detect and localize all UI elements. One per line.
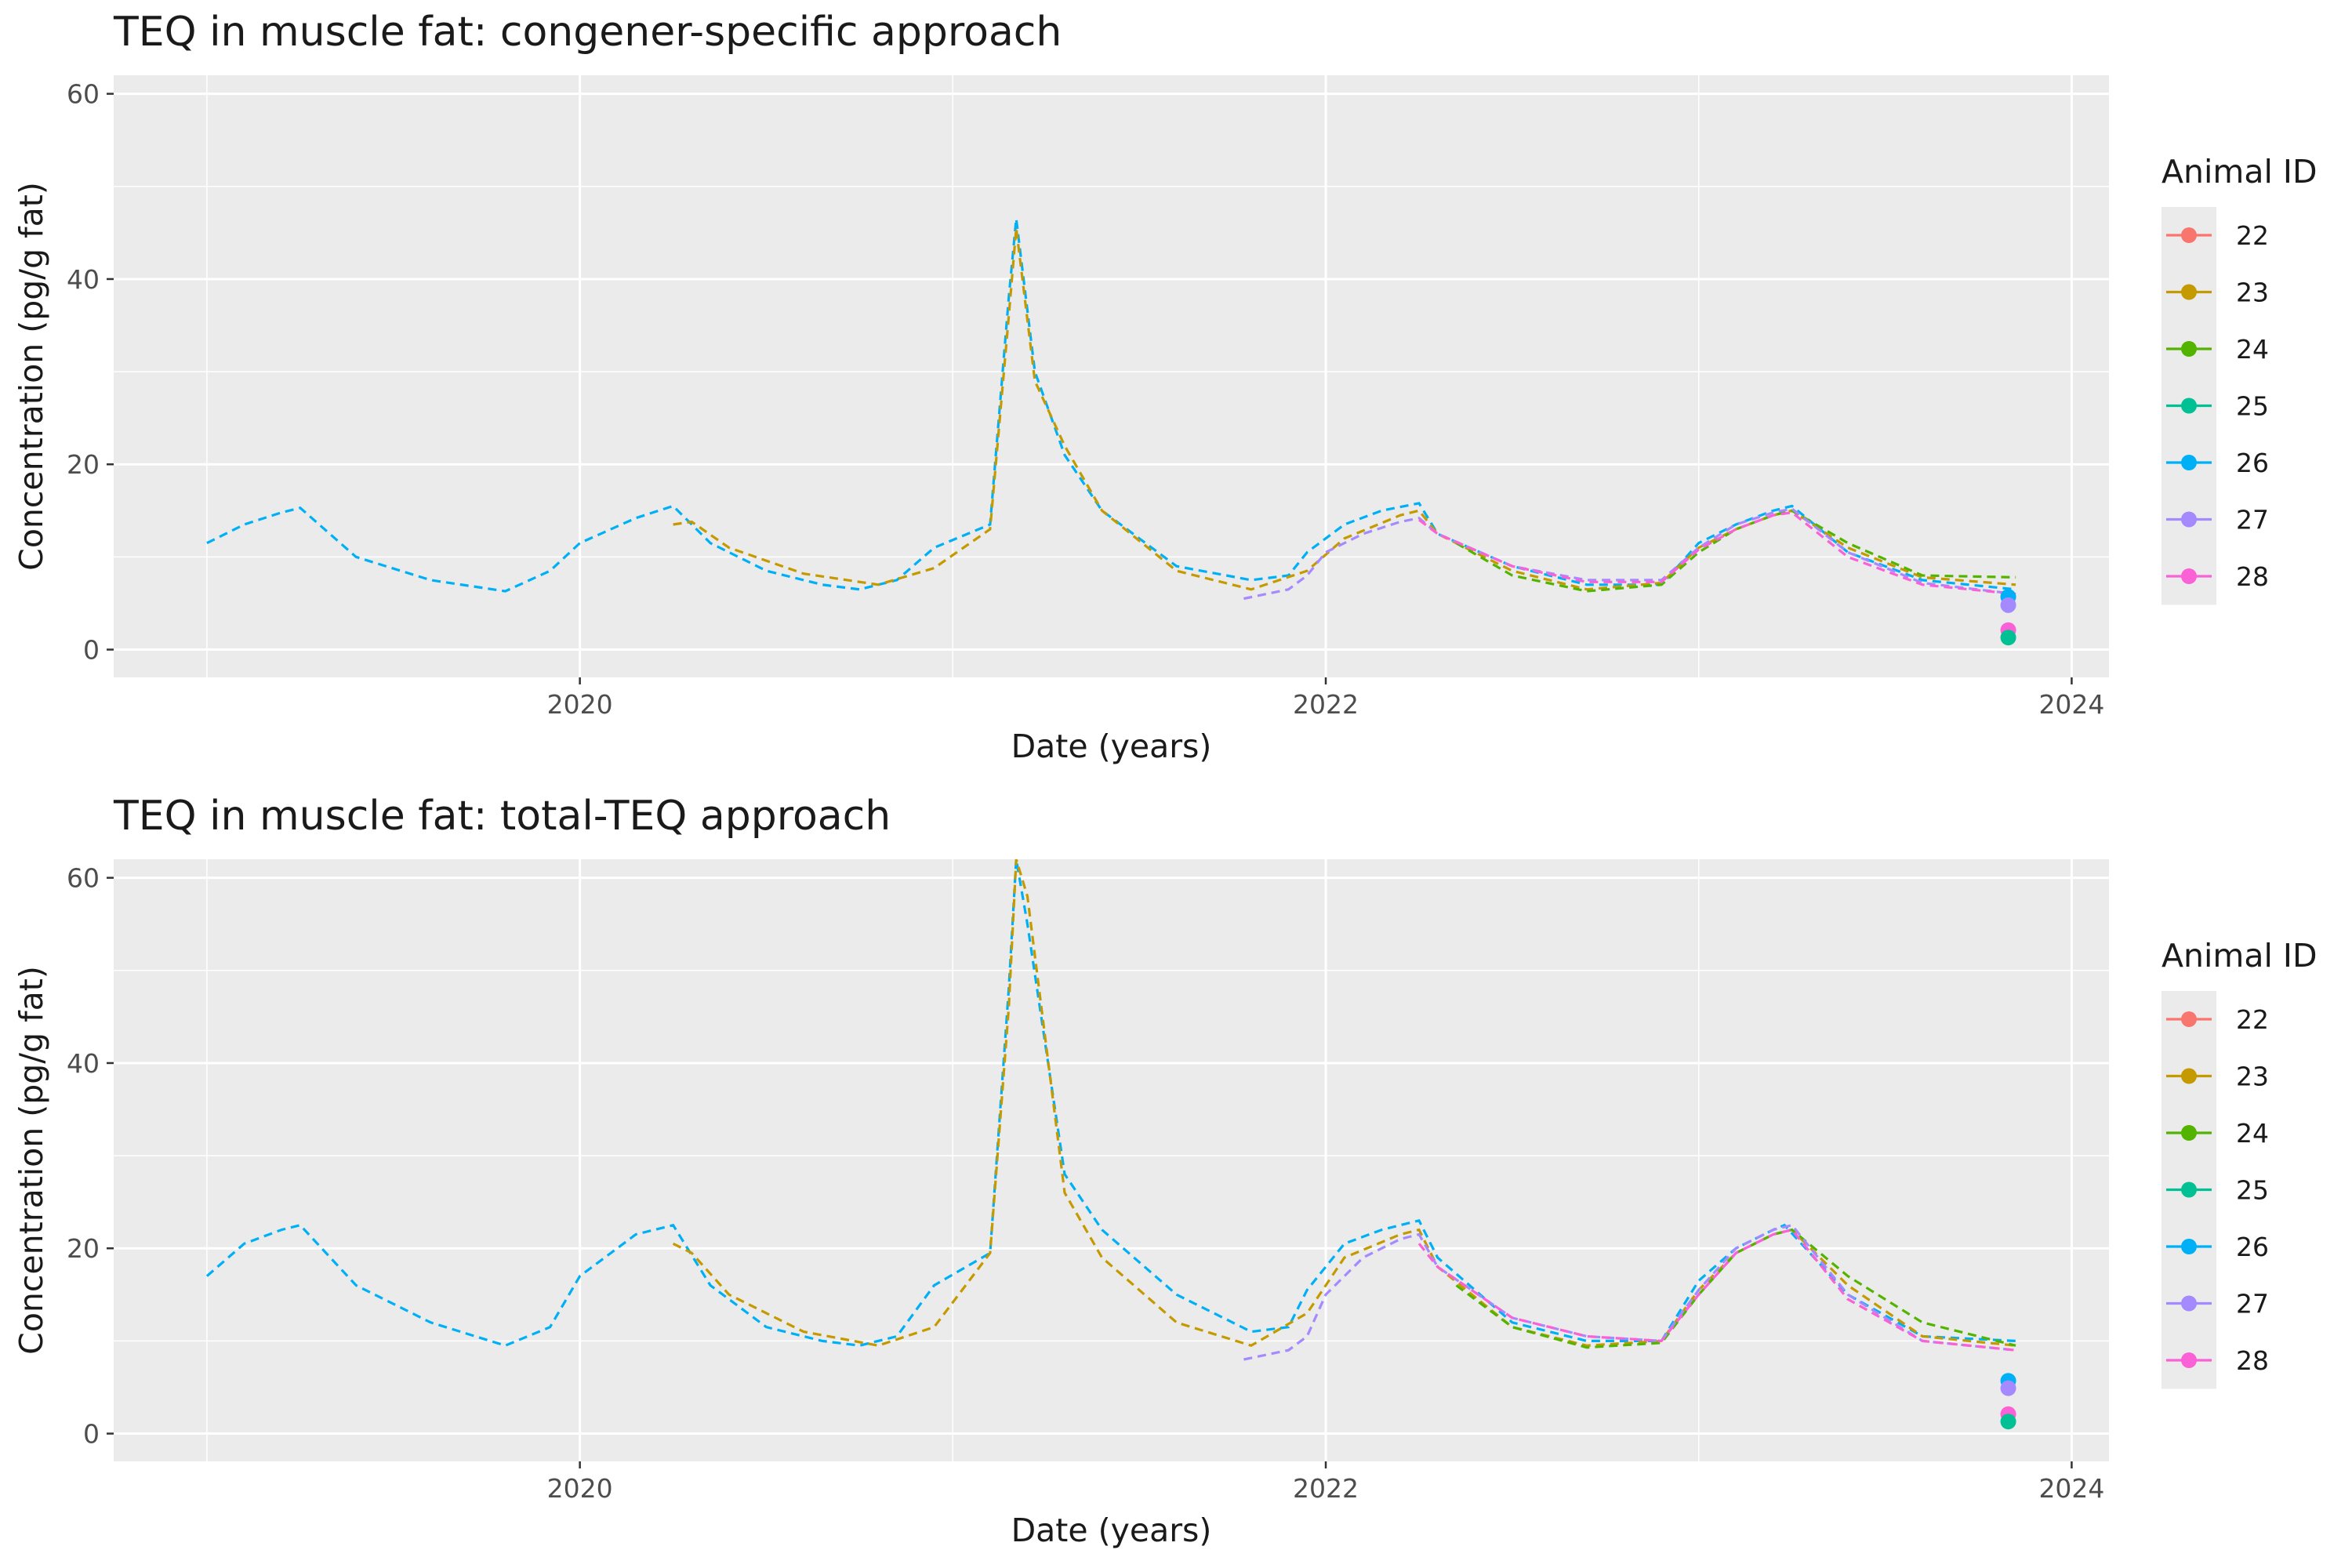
y-tick-label: 0: [83, 635, 100, 666]
legend-key-point: [2181, 227, 2197, 243]
y-axis-title: Concentration (pg/g fat): [13, 182, 50, 571]
y-tick-label: 40: [67, 1048, 100, 1079]
legend-label: 22: [2236, 1004, 2269, 1035]
x-tick-label: 2020: [547, 689, 613, 720]
x-tick-label: 2024: [2038, 689, 2104, 720]
legend-key-point: [2181, 341, 2197, 357]
legend-label: 22: [2236, 220, 2269, 251]
legend-key-point: [2181, 1068, 2197, 1084]
legend-label: 25: [2236, 1175, 2269, 1206]
legend-label: 25: [2236, 391, 2269, 422]
legend-title: Animal ID: [2161, 937, 2318, 975]
x-axis-title: Date (years): [1011, 728, 1212, 765]
legend-title: Animal ID: [2161, 153, 2318, 191]
series-line-27: [1243, 1223, 2016, 1361]
legend-key-point: [2181, 1239, 2197, 1254]
legend-label: 28: [2236, 1345, 2269, 1376]
data-point-27: [2000, 1380, 2016, 1396]
legend-key-point: [2181, 568, 2197, 584]
y-axis-title: Concentration (pg/g fat): [13, 966, 50, 1355]
y-tick-label: 40: [67, 264, 100, 295]
y-tick-label: 20: [67, 449, 100, 480]
series-line-24: [1455, 509, 2016, 593]
legend-key-point: [2181, 1295, 2197, 1312]
legend-label: 24: [2236, 1118, 2269, 1149]
legend-key-point: [2181, 511, 2197, 528]
legend-label: 27: [2236, 1289, 2269, 1319]
legend-key-point: [2181, 1352, 2197, 1368]
data-point-25: [2000, 1414, 2016, 1430]
series-line-28: [1417, 1228, 2016, 1352]
legend: Animal ID 22 23 24 25 26 27 28: [2161, 937, 2318, 1389]
legend-key-point: [2181, 284, 2197, 300]
series-line-23: [673, 227, 2016, 591]
y-tick-label: 0: [83, 1419, 100, 1450]
legend-label: 27: [2236, 505, 2269, 535]
y-tick-label: 60: [67, 79, 100, 110]
legend-label: 24: [2236, 334, 2269, 365]
chart-title: TEQ in muscle fat: total-TEQ approach: [113, 793, 891, 840]
series-lines: [205, 859, 2016, 1361]
chart-panel-1: TEQ in muscle fat: congener-specific app…: [13, 9, 2318, 765]
y-tick-label: 60: [67, 863, 100, 894]
y-tick-label: 20: [67, 1233, 100, 1264]
series-lines: [206, 218, 2016, 601]
x-tick-label: 2020: [547, 1473, 613, 1504]
legend-label: 26: [2236, 448, 2269, 478]
x-tick-label: 2022: [1293, 689, 1359, 720]
series-line-28: [1418, 511, 2016, 596]
series-line-23: [672, 859, 2016, 1348]
legend-label: 28: [2236, 561, 2269, 592]
legend-key-point: [2181, 455, 2197, 470]
x-tick-label: 2022: [1293, 1473, 1359, 1504]
legend: Animal ID 22 23 24 25 26 27 28: [2161, 153, 2318, 605]
x-tick-label: 2024: [2038, 1473, 2104, 1504]
series-line-26: [206, 218, 2016, 593]
chart-title: TEQ in muscle fat: congener-specific app…: [113, 9, 1062, 56]
legend-key-point: [2181, 397, 2197, 414]
series-line-26: [205, 859, 2016, 1347]
legend-key-point: [2181, 1125, 2197, 1141]
legend-label: 23: [2236, 1062, 2269, 1092]
x-axis-title: Date (years): [1011, 1512, 1212, 1549]
legend-label: 23: [2236, 278, 2269, 308]
plot-background: [114, 75, 2109, 677]
chart-panel-2: TEQ in muscle fat: total-TEQ approach202…: [13, 793, 2318, 1549]
legend-key-point: [2181, 1181, 2197, 1198]
data-point-25: [2000, 630, 2016, 646]
data-point-27: [2000, 597, 2016, 613]
plot-background: [114, 859, 2109, 1461]
legend-key-point: [2181, 1011, 2197, 1027]
legend-label: 26: [2236, 1232, 2269, 1262]
